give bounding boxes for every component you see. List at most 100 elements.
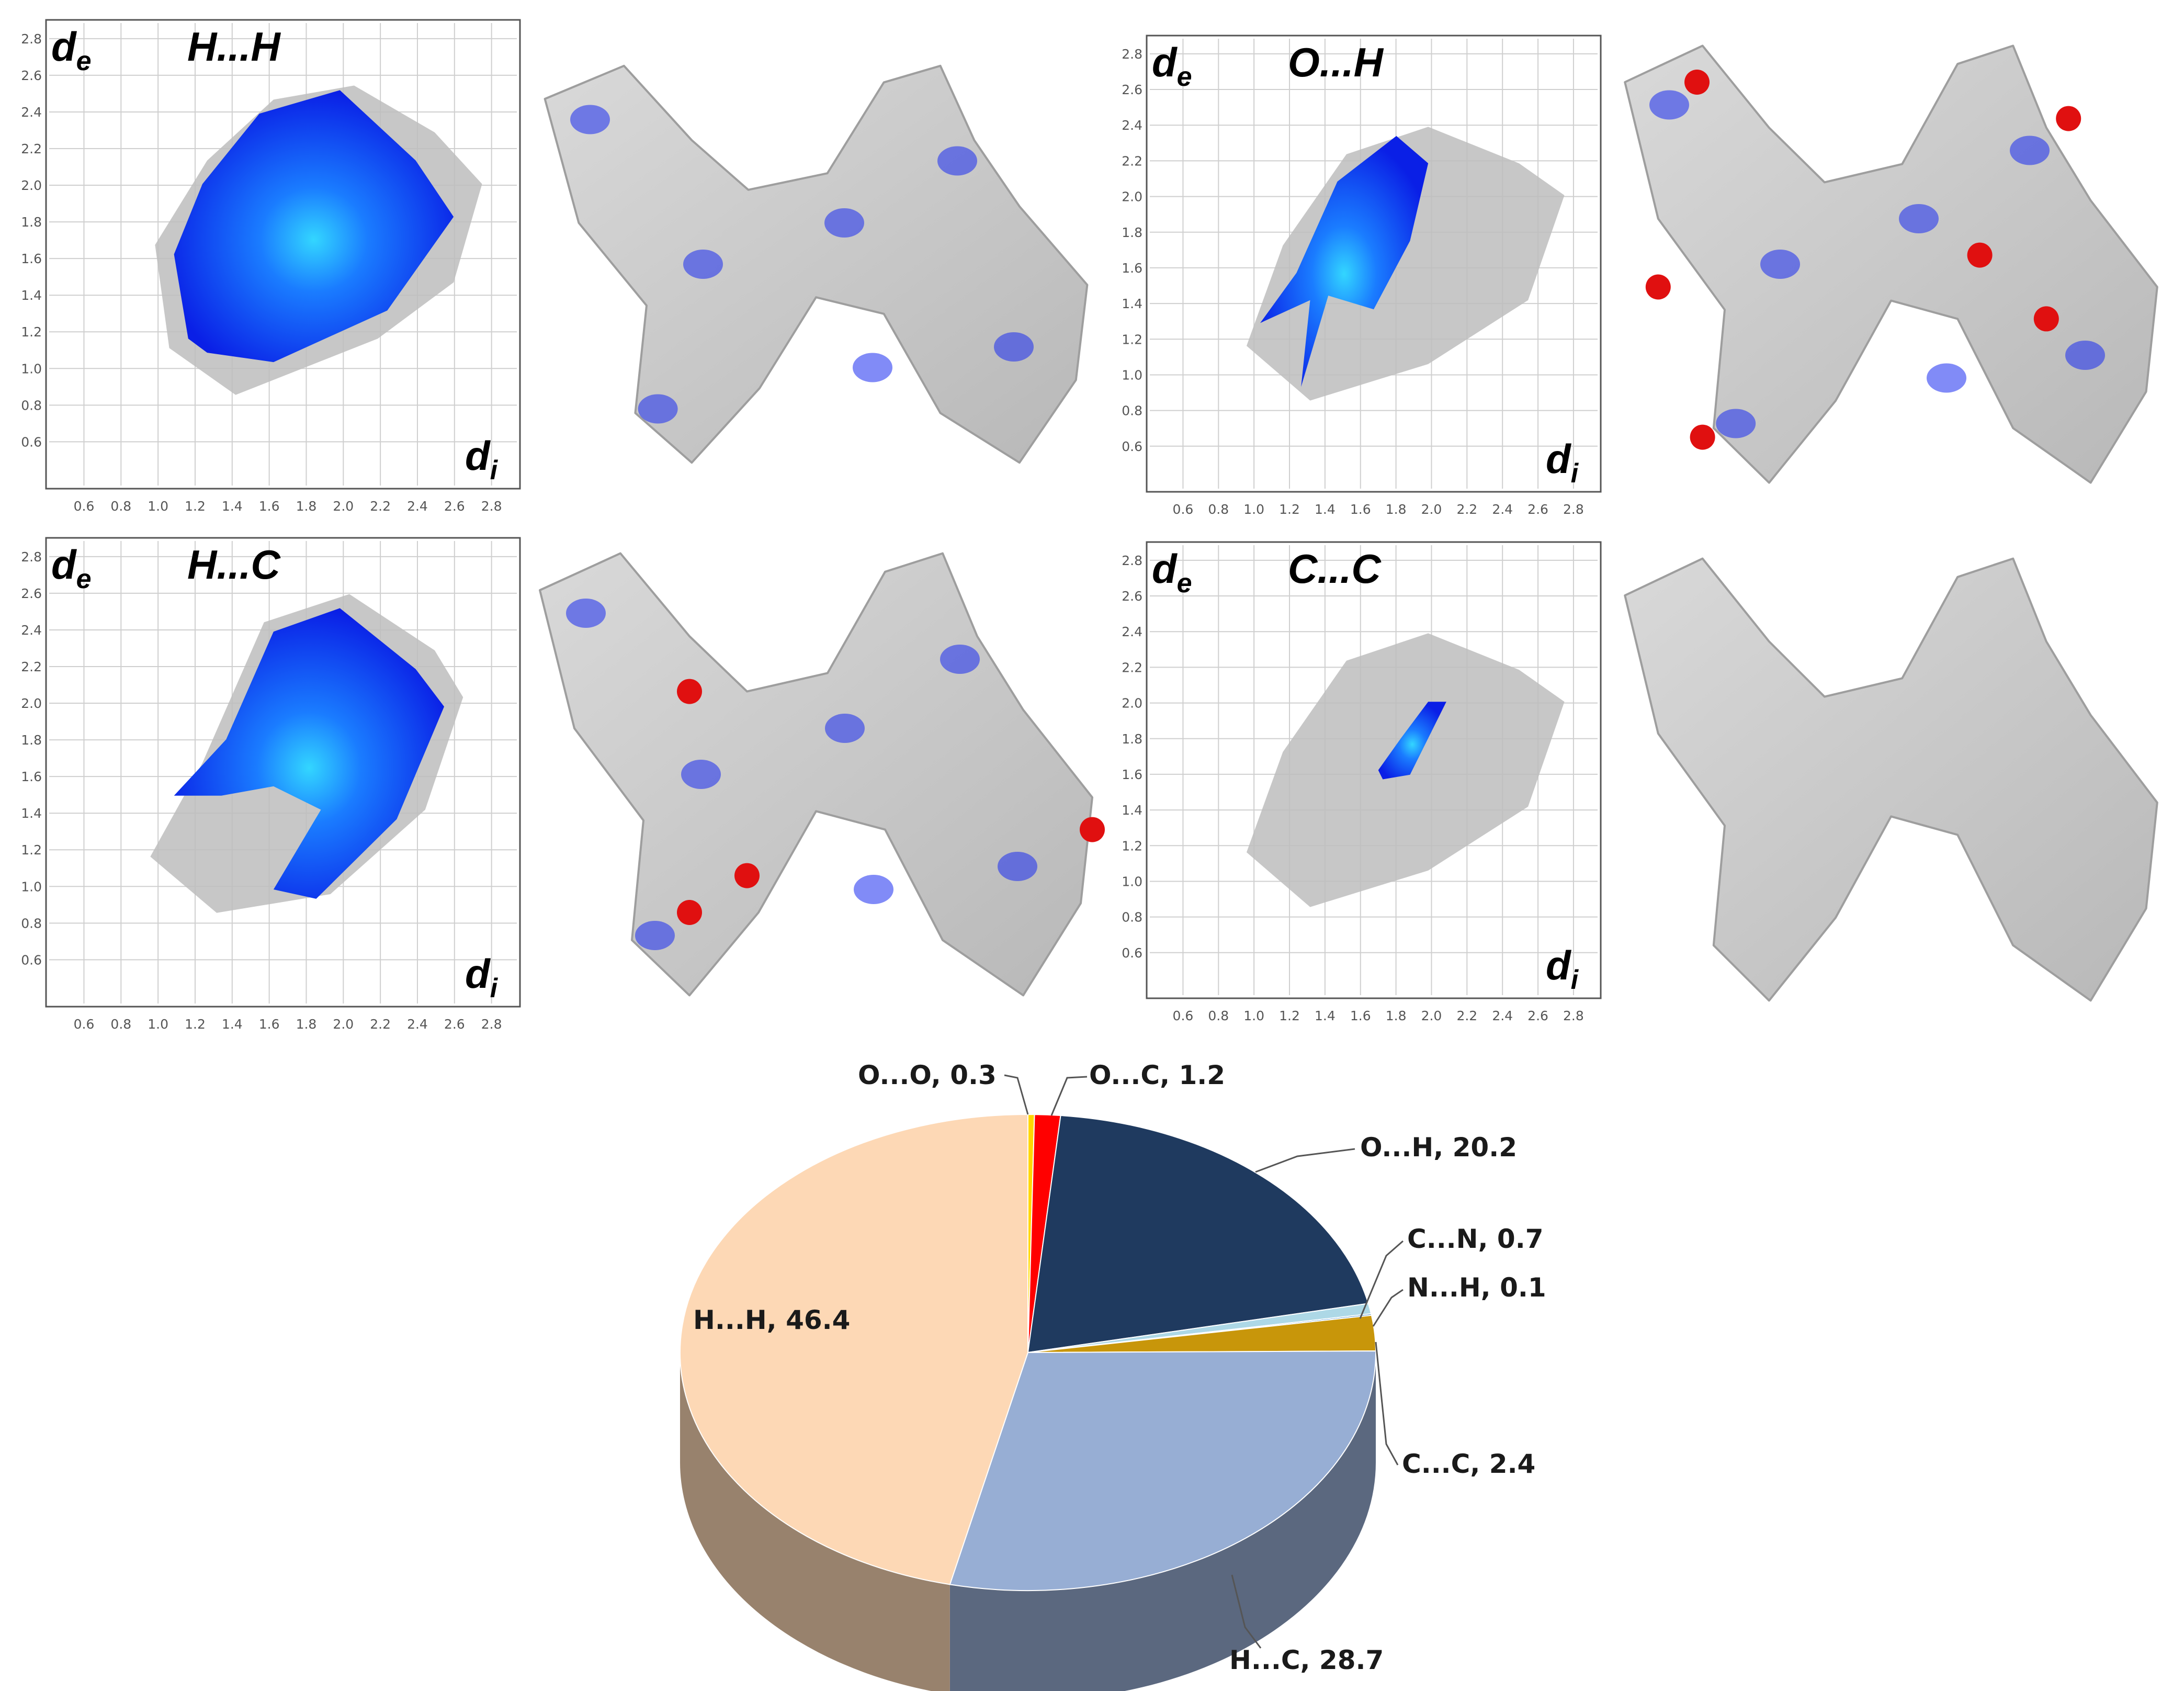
- x-tick-label: 2.0: [1421, 502, 1442, 517]
- close-contact-spot: [2033, 306, 2059, 332]
- y-tick-label: 1.0: [21, 361, 42, 376]
- fingerprint-contact-region: [1378, 702, 1446, 780]
- pie-side-h-c: [949, 1352, 1376, 1691]
- x-tick-label: 2.0: [1421, 1008, 1442, 1023]
- y-tick-label: 0.8: [1122, 910, 1142, 925]
- y-tick-label: 1.4: [1122, 803, 1142, 818]
- x-tick-label: 2.6: [1527, 502, 1548, 517]
- leader-line: [1375, 1341, 1399, 1465]
- x-tick-label: 0.6: [74, 1017, 95, 1032]
- contact-patch: [635, 921, 675, 950]
- panel-title: C...C: [1288, 546, 1382, 592]
- hirshfeld-surface-1: [544, 64, 1089, 464]
- pie-label-c-c: C...C, 2.4: [1402, 1449, 1535, 1479]
- close-contact-spot: [677, 900, 702, 925]
- x-tick-label: 0.6: [1173, 1008, 1194, 1023]
- surface-body: [1624, 557, 2158, 1002]
- pie-label-n-h: N...H, 0.1: [1407, 1272, 1546, 1303]
- x-tick-label: 2.4: [407, 1017, 428, 1032]
- leader-line: [1004, 1074, 1029, 1115]
- close-contact-spot: [1080, 817, 1105, 842]
- x-tick-label: 2.8: [481, 499, 502, 514]
- x-tick-label: 1.2: [1279, 502, 1300, 517]
- x-tick-label: 1.4: [1315, 1008, 1336, 1023]
- fingerprint-contact-region: [174, 90, 454, 363]
- y-tick-label: 2.0: [21, 696, 42, 711]
- x-tick-label: 1.6: [259, 1017, 280, 1032]
- contact-patch: [1649, 90, 1689, 120]
- x-tick-label: 1.2: [1279, 1008, 1300, 1023]
- x-tick-label: 2.6: [1527, 1008, 1548, 1023]
- contact-patch: [2065, 341, 2105, 370]
- fingerprint-plot-h-c: 0.6 0.8 1.0 1.2 1.4 1.6 1.8 2.0 2.2 2.4 2.6 2.8 0.6 0…: [21, 537, 521, 1032]
- x-tick-label: 1.4: [1315, 502, 1336, 517]
- y-tick-label: 2.2: [1122, 153, 1142, 168]
- x-tick-label: 2.8: [1563, 1008, 1584, 1023]
- y-tick-label: 2.4: [1122, 624, 1142, 639]
- pie-label-h-c: H...C, 28.7: [1229, 1645, 1384, 1675]
- contact-patch: [570, 105, 610, 134]
- fingerprint-contact-region: [1260, 136, 1429, 387]
- contact-patch: [825, 714, 865, 743]
- pie-slice-o-h: [1027, 1114, 1370, 1354]
- y-tick-label: 1.6: [1122, 261, 1142, 276]
- x-tick-label: 1.0: [148, 499, 168, 514]
- x-tick-label: 1.0: [1243, 502, 1264, 517]
- x-tick-label: 2.4: [407, 499, 428, 514]
- x-tick-label: 1.6: [1350, 502, 1371, 517]
- x-tick-label: 2.8: [1563, 502, 1584, 517]
- y-tick-label: 2.4: [21, 623, 42, 638]
- di-axis-label: di: [465, 951, 499, 1004]
- hirshfeld-surface-4: [1624, 557, 2158, 1002]
- panel-title: H...H: [187, 24, 281, 70]
- hirshfeld-surface-3: [539, 552, 1105, 997]
- close-contact-spot: [2056, 106, 2081, 131]
- panel-title: H...C: [187, 542, 281, 588]
- x-tick-label: 0.8: [110, 499, 131, 514]
- contact-patch: [937, 146, 977, 176]
- pie-side-h-h: [680, 1352, 950, 1691]
- di-axis-label: di: [1546, 942, 1579, 995]
- y-tick-label: 1.8: [21, 215, 42, 230]
- y-tick-label: 2.4: [21, 105, 42, 120]
- surface-body: [544, 64, 1089, 464]
- y-tick-label: 1.4: [21, 806, 42, 821]
- y-tick-label: 1.6: [1122, 767, 1142, 782]
- pie-label-c-n: C...N, 0.7: [1407, 1224, 1544, 1254]
- y-tick-label: 1.8: [1122, 731, 1142, 747]
- pie-label-h-h: H...H, 46.4: [693, 1305, 850, 1335]
- x-tick-label: 1.0: [1243, 1008, 1264, 1023]
- leader-line: [1359, 1240, 1404, 1319]
- y-tick-label: 2.6: [1122, 82, 1142, 97]
- x-tick-label: 2.4: [1492, 502, 1513, 517]
- x-tick-label: 0.6: [1173, 502, 1194, 517]
- fingerprint-full-region: [1246, 127, 1565, 401]
- x-tick-label: 2.2: [370, 499, 391, 514]
- y-tick-label: 2.0: [1122, 189, 1142, 205]
- pie-label-o-c: O...C, 1.2: [1089, 1060, 1225, 1090]
- y-tick-label: 0.6: [1122, 439, 1142, 454]
- close-contact-spot: [734, 863, 760, 888]
- y-tick-label: 2.8: [1122, 553, 1142, 568]
- contact-patch: [1760, 250, 1800, 279]
- y-tick-label: 2.8: [1122, 47, 1142, 62]
- close-contact-spot: [677, 679, 702, 704]
- leader-line: [1050, 1076, 1088, 1116]
- x-tick-label: 0.8: [110, 1017, 131, 1032]
- contact-patch: [683, 250, 723, 279]
- x-tick-label: 2.2: [1456, 502, 1477, 517]
- x-tick-label: 2.6: [444, 499, 465, 514]
- x-tick-label: 2.2: [370, 1017, 391, 1032]
- x-tick-label: 1.6: [1350, 1008, 1371, 1023]
- x-tick-label: 2.8: [481, 1017, 502, 1032]
- hirshfeld-surfaces: [539, 44, 2158, 1002]
- contact-patch: [824, 208, 864, 238]
- x-tick-label: 2.0: [333, 499, 354, 514]
- pie-slice-h-h: [679, 1113, 1028, 1585]
- x-tick-label: 1.0: [148, 1017, 168, 1032]
- x-tick-label: 1.4: [222, 499, 243, 514]
- y-tick-label: 2.8: [21, 549, 42, 565]
- y-tick-label: 2.6: [1122, 589, 1142, 604]
- y-tick-label: 2.2: [21, 141, 42, 156]
